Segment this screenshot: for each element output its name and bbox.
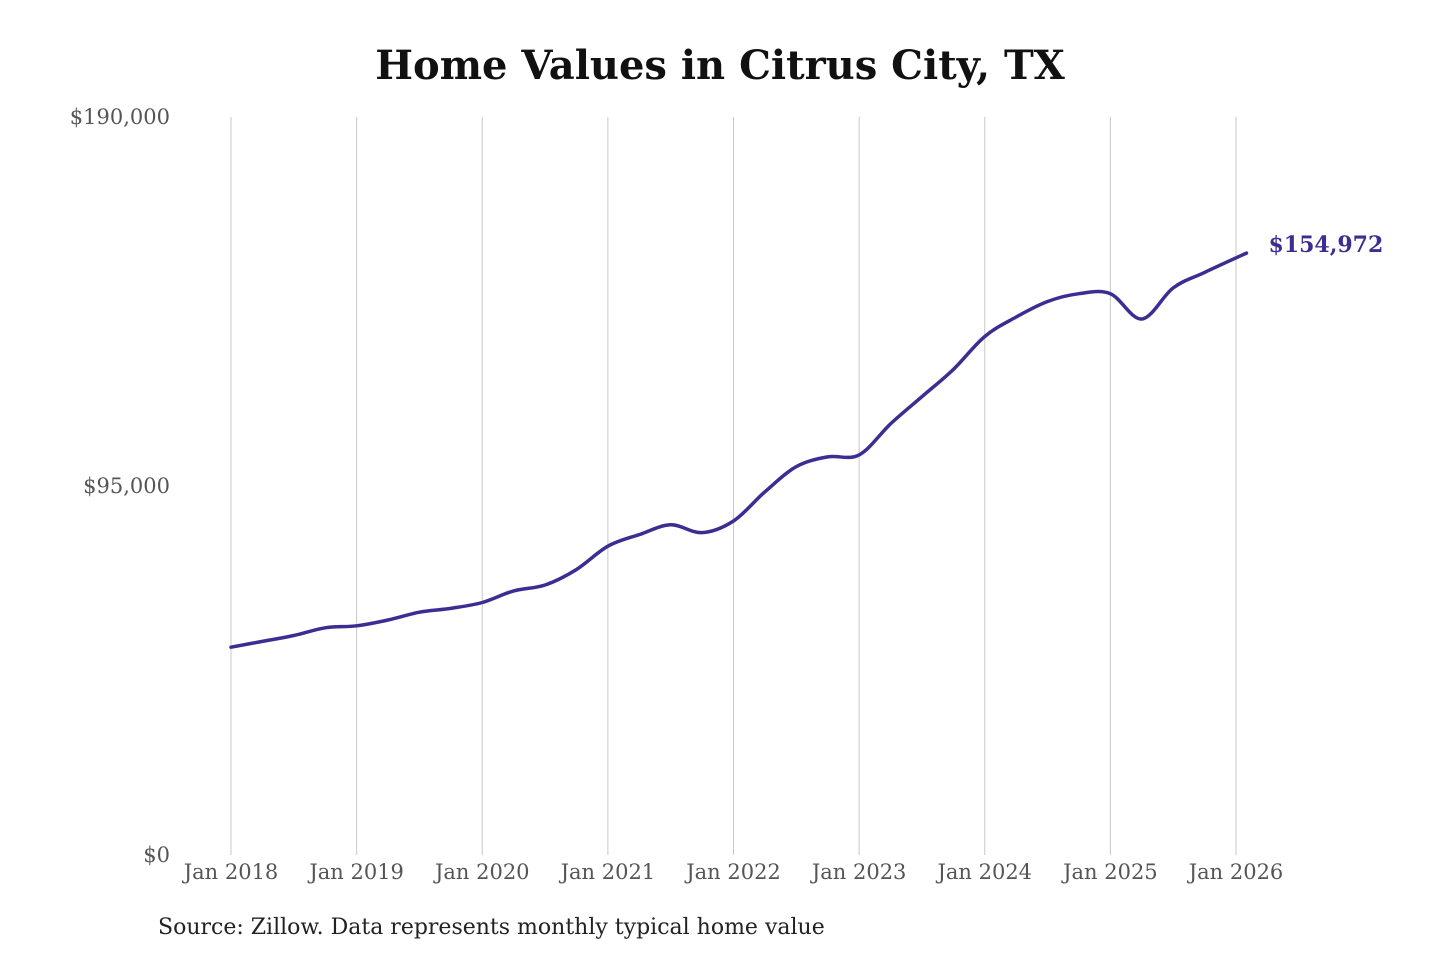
y-tick-label: $190,000 (70, 105, 170, 129)
x-tick-label: Jan 2022 (684, 860, 781, 884)
grid-lines (230, 117, 1237, 855)
x-tick-label: Jan 2025 (1061, 860, 1158, 884)
series-line (229, 251, 1249, 649)
chart-title: Home Values in Citrus City, TX (375, 42, 1065, 89)
end-value-label: $154,972 (1268, 232, 1383, 258)
x-tick-label: Jan 2020 (433, 860, 530, 884)
x-tick-label: Jan 2023 (810, 860, 907, 884)
series-layer: $154,972 (229, 232, 1383, 649)
y-axis-ticks: $0 $95,000 $190,000 (70, 105, 170, 867)
y-tick-label: $0 (143, 843, 170, 867)
x-axis-ticks: Jan 2018 Jan 2019 Jan 2020 Jan 2021 Jan 2022… (182, 860, 1284, 884)
x-tick-label: Jan 2021 (559, 860, 656, 884)
x-tick-label: Jan 2018 (182, 860, 279, 884)
x-tick-label: Jan 2026 (1187, 860, 1284, 884)
y-tick-label: $95,000 (83, 474, 170, 498)
x-tick-label: Jan 2019 (307, 860, 404, 884)
x-tick-label: Jan 2024 (935, 860, 1032, 884)
source-note: Source: Zillow. Data represents monthly … (158, 915, 825, 940)
